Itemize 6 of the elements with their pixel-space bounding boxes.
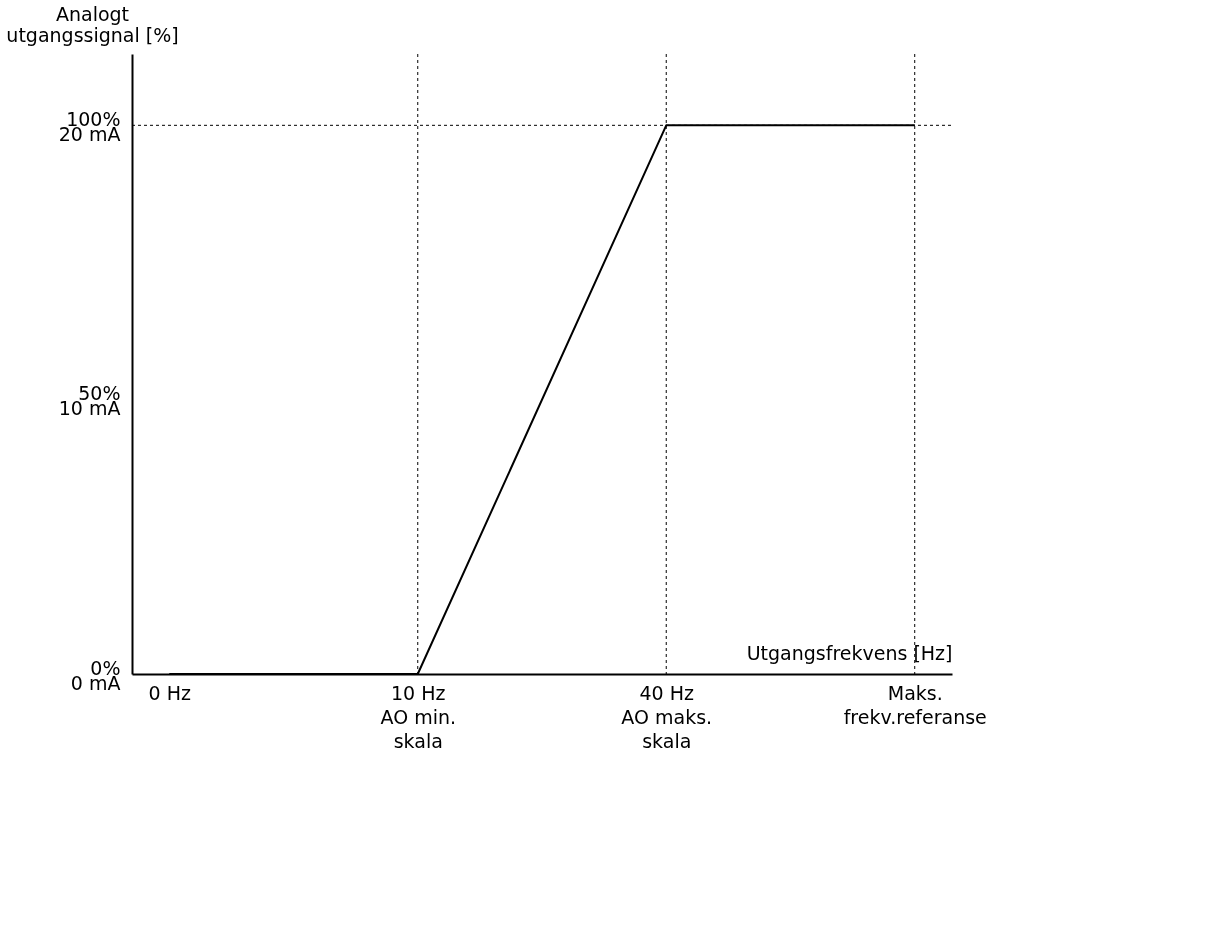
x-tick-label: Maks. frekv.referanse (843, 681, 987, 728)
x-tick-label: 0 Hz (148, 681, 191, 704)
x-axis-title: Utgangsfrekvens [Hz] (746, 641, 953, 664)
y-axis-title: Analogt utgangssignal [%] (6, 2, 179, 46)
x-tick-label: 10 Hz AO min. skala (380, 681, 457, 752)
x-tick-label: 40 Hz AO maks. skala (621, 681, 713, 752)
